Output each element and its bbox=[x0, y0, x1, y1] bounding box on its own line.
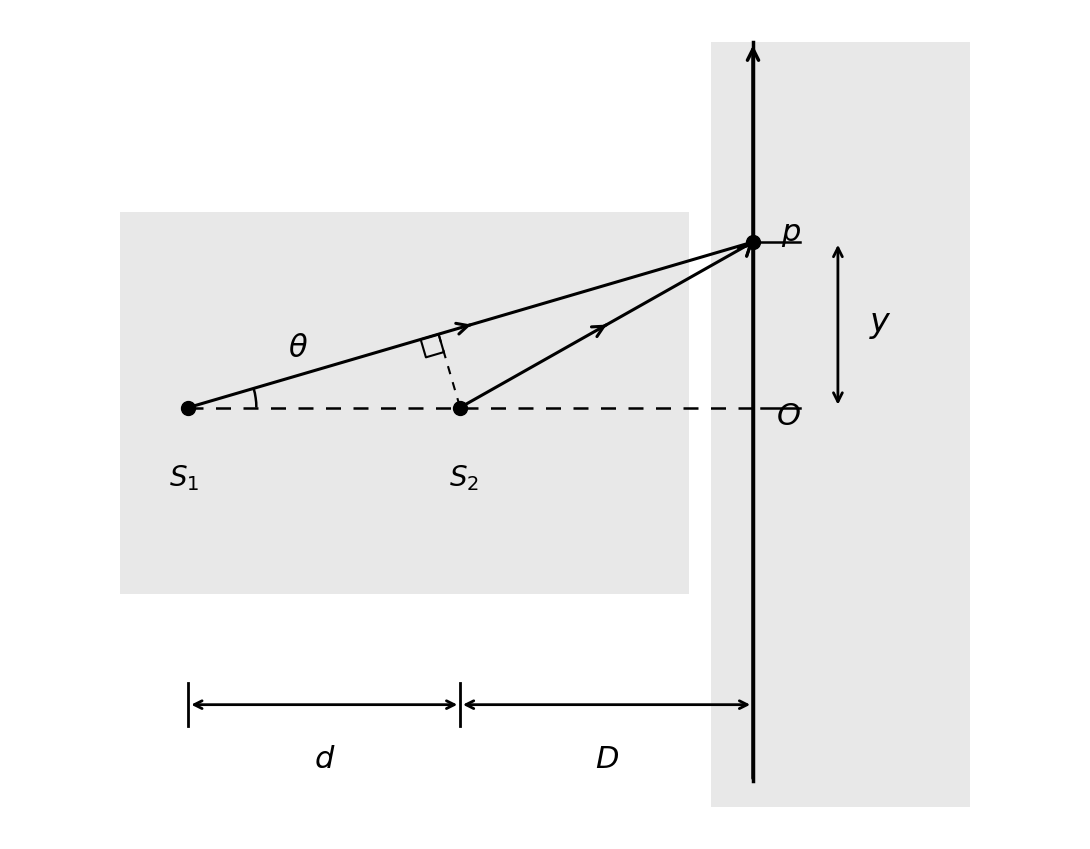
Text: $D$: $D$ bbox=[594, 745, 618, 775]
Text: $d$: $d$ bbox=[314, 745, 335, 775]
Text: $S_1$: $S_1$ bbox=[169, 463, 199, 492]
Text: $O$: $O$ bbox=[776, 401, 801, 431]
Bar bbox=[121, 212, 689, 594]
Text: $y$: $y$ bbox=[869, 309, 892, 340]
Bar bbox=[711, 42, 969, 807]
Text: $S_2$: $S_2$ bbox=[449, 463, 480, 492]
Text: $p$: $p$ bbox=[782, 218, 801, 249]
Text: $\theta$: $\theta$ bbox=[289, 333, 308, 363]
